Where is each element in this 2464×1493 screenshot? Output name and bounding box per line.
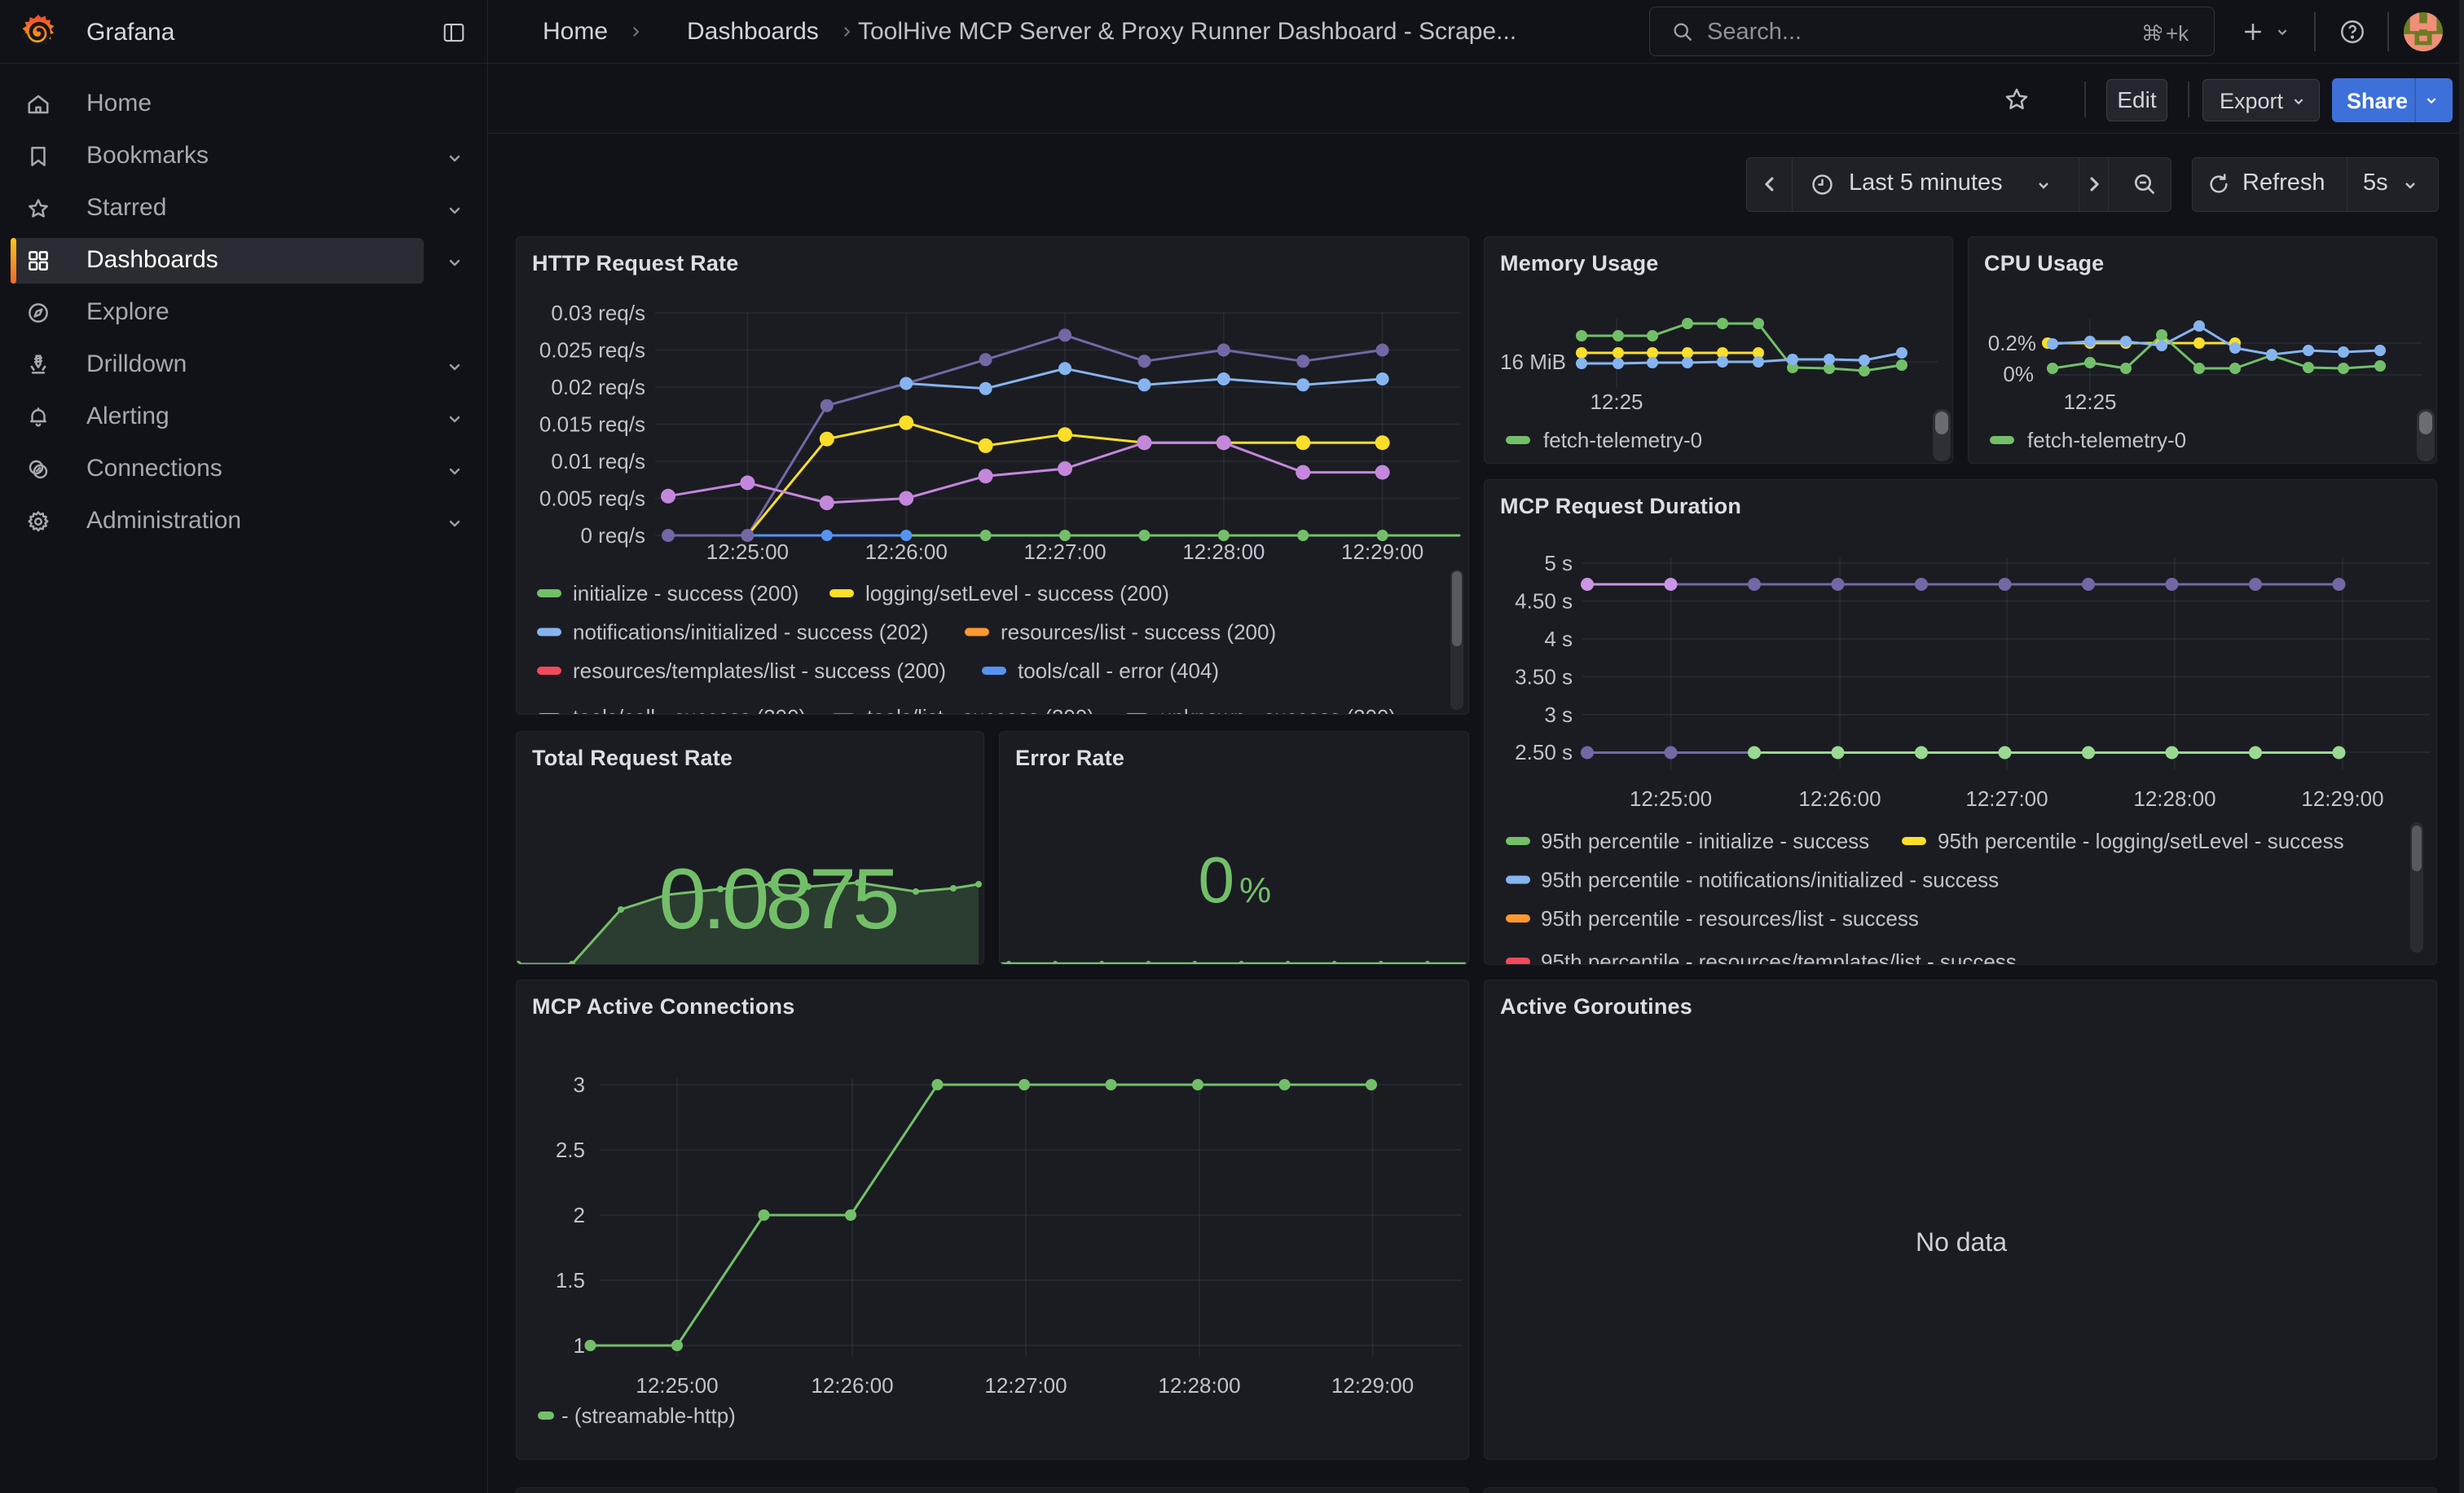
svg-text:16 MiB: 16 MiB [1500, 350, 1566, 374]
svg-text:5 s: 5 s [1544, 551, 1573, 575]
svg-text:0 req/s: 0 req/s [581, 523, 646, 548]
svg-text:0.005 req/s: 0.005 req/s [539, 487, 645, 511]
svg-text:%: % [1239, 870, 1271, 910]
svg-text:tools/call - error (404): tools/call - error (404) [1018, 658, 1219, 683]
svg-text:95th percentile - resources/li: 95th percentile - resources/list - succe… [1541, 906, 1919, 931]
svg-text:4 s: 4 s [1544, 627, 1573, 651]
svg-text:unknown - success (200): unknown - success (200) [1160, 705, 1396, 715]
svg-text:0.0875: 0.0875 [658, 852, 896, 947]
svg-text:12:26:00: 12:26:00 [1798, 786, 1881, 811]
svg-text:resources/templates/list - suc: resources/templates/list - success (200) [573, 658, 946, 683]
svg-text:1.5: 1.5 [556, 1268, 585, 1293]
svg-text:12:29:00: 12:29:00 [1331, 1373, 1414, 1398]
svg-text:notifications/initialized - su: notifications/initialized - success (202… [573, 620, 928, 645]
svg-text:12:27:00: 12:27:00 [1023, 540, 1106, 564]
svg-text:12:28:00: 12:28:00 [1158, 1373, 1240, 1398]
svg-text:4.50 s: 4.50 s [1515, 589, 1573, 614]
svg-text:95th percentile - initialize -: 95th percentile - initialize - success [1541, 829, 1869, 853]
svg-text:0.03 req/s: 0.03 req/s [551, 301, 645, 325]
svg-text:3.50 s: 3.50 s [1515, 664, 1573, 689]
svg-text:2.5: 2.5 [556, 1138, 585, 1162]
svg-text:12:29:00: 12:29:00 [2301, 786, 2383, 811]
svg-text:initialize - success (200): initialize - success (200) [573, 581, 799, 606]
svg-text:12:25: 12:25 [1590, 390, 1643, 414]
svg-text:0.01 req/s: 0.01 req/s [551, 449, 645, 473]
svg-text:95th percentile - logging/setL: 95th percentile - logging/setLevel - suc… [1938, 829, 2344, 853]
svg-text:95th percentile - notification: 95th percentile - notifications/initiali… [1541, 868, 1999, 892]
svg-text:1: 1 [574, 1333, 585, 1358]
svg-text:0%: 0% [2003, 362, 2034, 386]
svg-text:12:25:00: 12:25:00 [1630, 786, 1712, 811]
svg-text:12:28:00: 12:28:00 [1182, 540, 1265, 564]
svg-text:2: 2 [574, 1203, 585, 1227]
svg-text:fetch-telemetry-0: fetch-telemetry-0 [1543, 428, 1702, 452]
svg-text:tools/list - success (200): tools/list - success (200) [867, 705, 1094, 715]
svg-text:12:25:00: 12:25:00 [636, 1373, 718, 1398]
svg-text:0.02 req/s: 0.02 req/s [551, 375, 645, 399]
svg-text:0.025 req/s: 0.025 req/s [539, 338, 645, 363]
svg-text:0: 0 [1199, 843, 1235, 916]
svg-text:3: 3 [574, 1072, 585, 1097]
svg-text:12:25: 12:25 [2063, 390, 2116, 414]
svg-text:95th percentile - resources/te: 95th percentile - resources/templates/li… [1541, 949, 2017, 965]
svg-text:2.50 s: 2.50 s [1515, 740, 1573, 764]
svg-text:3 s: 3 s [1544, 702, 1573, 727]
svg-text:12:26:00: 12:26:00 [811, 1373, 893, 1398]
svg-text:12:28:00: 12:28:00 [2133, 786, 2215, 811]
svg-text:0.2%: 0.2% [1988, 331, 2036, 355]
svg-text:12:26:00: 12:26:00 [865, 540, 948, 564]
svg-text:- (streamable-http): - (streamable-http) [561, 1403, 736, 1428]
svg-text:fetch-telemetry-0: fetch-telemetry-0 [2027, 428, 2186, 452]
svg-text:resources/list - success (200): resources/list - success (200) [1001, 620, 1276, 645]
svg-text:tools/call - success (200): tools/call - success (200) [573, 705, 806, 715]
svg-text:0.015 req/s: 0.015 req/s [539, 412, 645, 437]
svg-text:12:27:00: 12:27:00 [984, 1373, 1067, 1398]
svg-text:12:29:00: 12:29:00 [1341, 540, 1423, 564]
svg-text:12:25:00: 12:25:00 [706, 540, 789, 564]
svg-text:12:27:00: 12:27:00 [1965, 786, 2048, 811]
svg-text:logging/setLevel - success (20: logging/setLevel - success (200) [865, 581, 1169, 606]
